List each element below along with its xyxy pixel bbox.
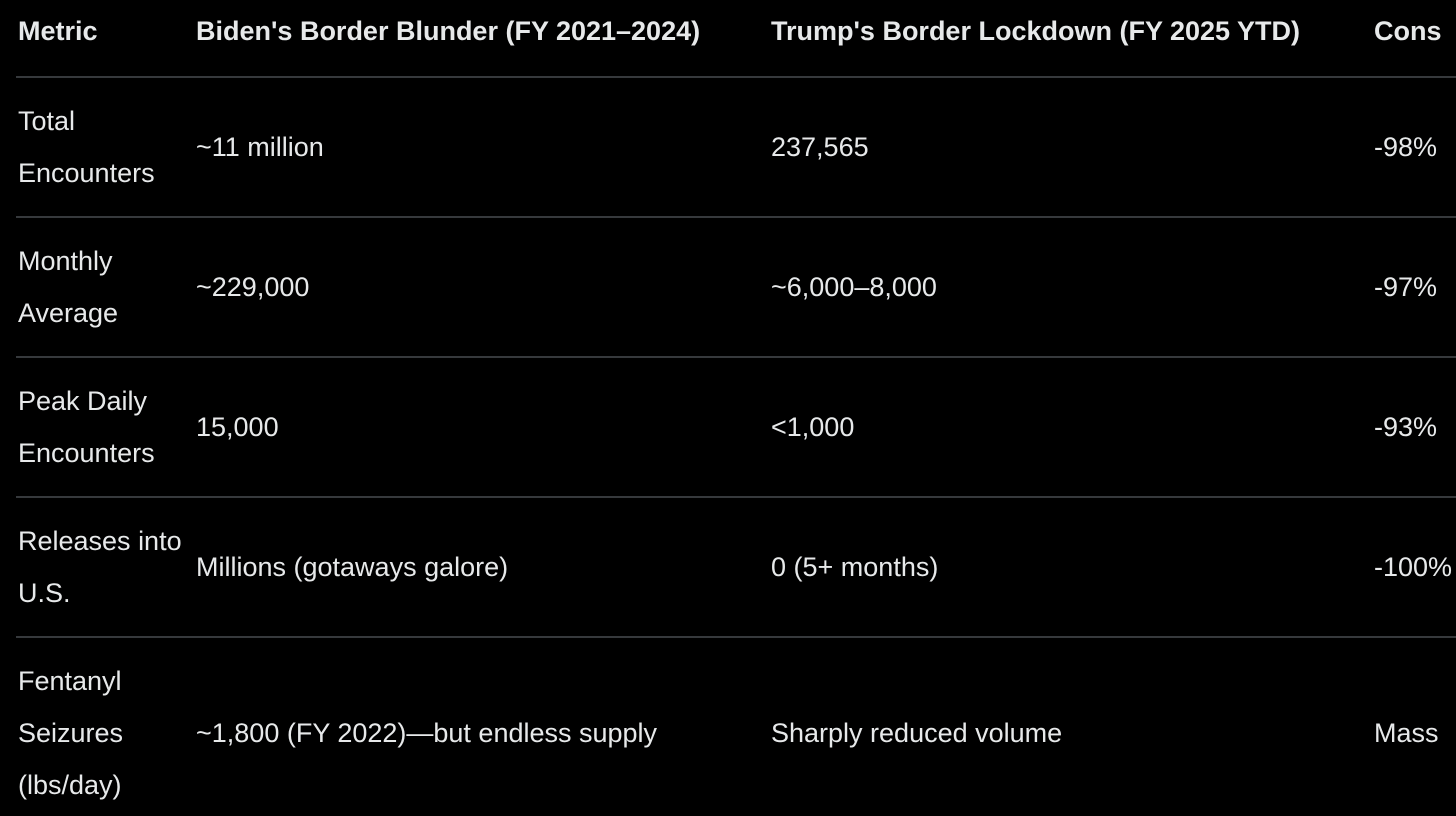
value-cell: Sharply reduced volume	[771, 637, 1374, 816]
value-cell: Mass	[1374, 637, 1456, 816]
value-cell: ~11 million	[196, 77, 771, 218]
metric-cell: Releases into U.S.	[16, 497, 196, 638]
column-header-trump: Trump's Border Lockdown (FY 2025 YTD)	[771, 0, 1374, 78]
table-row: Fentanyl Seizures (lbs/day) ~1,800 (FY 20…	[16, 637, 1456, 816]
value-cell: ~229,000	[196, 217, 771, 358]
column-header-biden: Biden's Border Blunder (FY 2021–2024)	[196, 0, 771, 78]
value-cell: -97%	[1374, 217, 1456, 358]
table-row: Releases into U.S. Millions (gotaways gal…	[16, 497, 1456, 638]
value-cell: -98%	[1374, 77, 1456, 218]
metric-cell: Peak Daily Encounters	[16, 357, 196, 498]
value-cell: Millions (gotaways galore)	[196, 497, 771, 638]
comparison-table: Metric Biden's Border Blunder (FY 2021–2…	[16, 0, 1456, 816]
column-header-metric: Metric	[16, 0, 196, 78]
table-row: Peak Daily Encounters 15,000 <1,000 -93%	[16, 357, 1456, 498]
value-cell: <1,000	[771, 357, 1374, 498]
table-row: Monthly Average ~229,000 ~6,000–8,000 -97%	[16, 217, 1456, 358]
value-cell: 237,565	[771, 77, 1374, 218]
metric-cell: Fentanyl Seizures (lbs/day)	[16, 637, 196, 816]
table-body: Total Encounters ~11 million 237,565 -98% Mo…	[16, 77, 1456, 816]
header-row: Metric Biden's Border Blunder (FY 2021–2…	[16, 0, 1456, 78]
value-cell: ~6,000–8,000	[771, 217, 1374, 358]
value-cell: -100%	[1374, 497, 1456, 638]
metric-cell: Total Encounters	[16, 77, 196, 218]
column-header-consequence: Cons	[1374, 0, 1456, 78]
metric-cell: Monthly Average	[16, 217, 196, 358]
value-cell: ~1,800 (FY 2022)—but endless supply	[196, 637, 771, 816]
value-cell: 0 (5+ months)	[771, 497, 1374, 638]
value-cell: -93%	[1374, 357, 1456, 498]
table-row: Total Encounters ~11 million 237,565 -98%	[16, 77, 1456, 218]
value-cell: 15,000	[196, 357, 771, 498]
